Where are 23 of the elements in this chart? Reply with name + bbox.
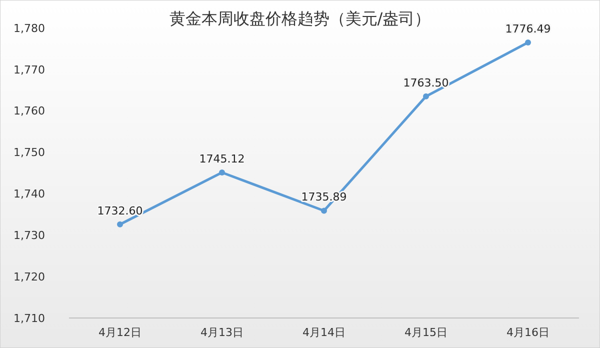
point	[219, 170, 225, 176]
y-tick-label: 1,750	[14, 146, 45, 160]
data-label: 1776.49	[505, 22, 551, 36]
point	[525, 40, 531, 46]
data-label: 1745.12	[199, 152, 245, 166]
data-label: 1763.50	[403, 76, 449, 90]
x-tick-label: 4月15日	[404, 326, 448, 339]
y-tick-label: 1,720	[14, 270, 45, 284]
y-tick-label: 1,730	[14, 228, 45, 242]
point	[321, 208, 327, 214]
x-tick-label: 4月16日	[506, 326, 550, 339]
y-tick-label: 1,760	[14, 104, 45, 118]
y-tick-label: 1,710	[14, 312, 45, 325]
point	[423, 93, 429, 100]
x-tick-label: 4月12日	[98, 326, 142, 339]
data-label: 1732.60	[97, 204, 143, 218]
chart-title: 黄金本周收盘价格趋势（美元/盎司）	[169, 9, 431, 28]
point	[117, 221, 123, 228]
y-tick-label: 1,780	[14, 22, 45, 35]
y-tick-label: 1,770	[14, 63, 45, 76]
y-tick-label: 1,740	[14, 188, 45, 201]
x-tick-label: 4月14日	[302, 326, 346, 339]
x-tick-label: 4月13日	[200, 326, 244, 339]
